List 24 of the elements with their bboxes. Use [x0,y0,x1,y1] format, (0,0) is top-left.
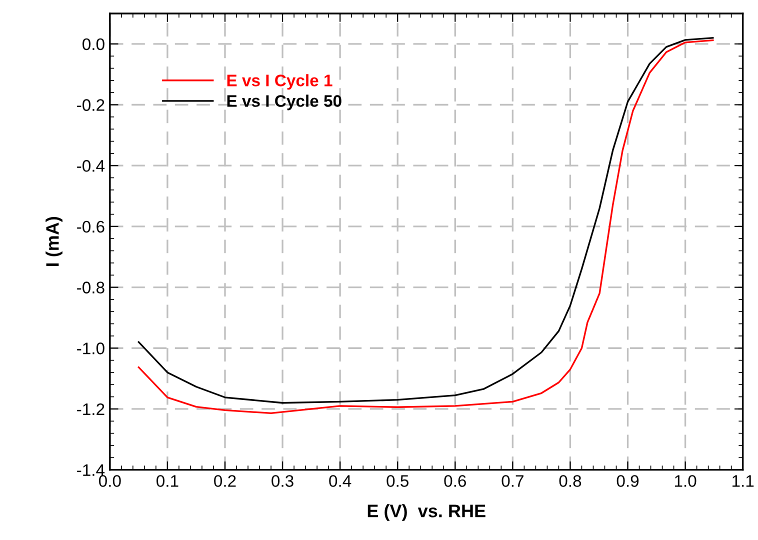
y-tick-label: -0.6 [77,220,104,233]
x-tick-label: 0.6 [444,475,466,487]
x-tick-label: 0.8 [559,475,582,487]
x-tick-label: 0.2 [214,475,236,487]
x-tick-label: 0.9 [616,475,639,487]
x-axis-title: E (V) vs. RHE [368,504,486,521]
legend-label: E vs I Cycle 1 [227,74,332,90]
legend-label: E vs I Cycle 50 [227,94,342,110]
y-tick-label: -0.8 [77,282,104,294]
y-tick-label: -1.4 [77,464,105,476]
y-tick-label: 0.0 [82,38,104,50]
x-tick-label: 0.3 [272,475,294,487]
x-tick-label: 0.0 [98,475,121,487]
x-tick-label: 0.4 [329,475,352,487]
y-tick-label: -0.2 [77,99,104,111]
y-tick-label: -1.2 [77,403,104,415]
y-tick-label: -1.0 [77,342,104,354]
y-tick-label: -0.4 [77,160,105,172]
x-tick-label: 0.5 [386,475,408,487]
x-tick-label: 0.7 [502,475,524,487]
x-tick-label: 1.1 [732,475,754,487]
x-tick-label: 0.1 [156,475,178,487]
y-axis-title: I (mA) [46,216,62,266]
x-tick-label: 1.0 [674,475,696,487]
